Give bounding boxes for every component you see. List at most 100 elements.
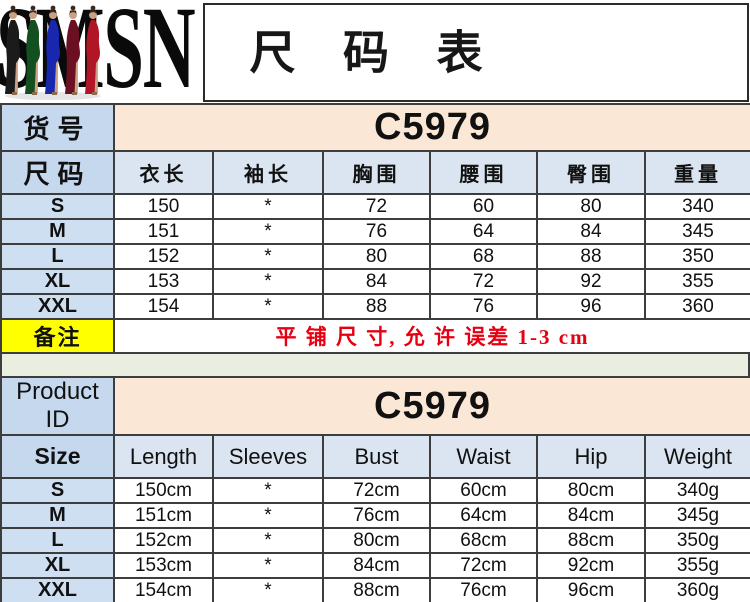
value-cell: 64 [429,218,538,245]
cn-col-header-sleeves: 袖长 [212,150,324,195]
value-cell: * [212,193,324,220]
value-cell: 340g [643,477,750,504]
en-col-header-hip: Hip [536,434,646,479]
size-label-cell: XXL [0,293,115,320]
size-label-cell: XXL [0,577,115,602]
value-cell: 355 [643,268,750,295]
page-header: SMSN [0,0,750,113]
value-cell: 150 [113,193,214,220]
size-label-cell: XL [0,268,115,295]
value-cell: * [212,502,324,529]
cn-col-header-bust: 胸围 [322,150,431,195]
dress-figure-maroon [65,5,80,95]
dress-figure-green [25,5,40,95]
en-col-header-size: Size [0,434,115,479]
value-cell: 84 [536,218,646,245]
value-cell: 153cm [113,552,214,579]
cn-remark-row: 备注 平 铺 尺 寸, 允 许 误差 1-3 cm [0,318,750,354]
value-cell: 80cm [322,527,431,554]
size-label-cell: M [0,218,115,245]
value-cell: 88cm [322,577,431,602]
value-cell: 360g [643,577,750,602]
value-cell: 92cm [536,552,646,579]
title-frame [203,3,749,102]
size-label-cell: XL [0,552,115,579]
size-label-cell: L [0,243,115,270]
value-cell: 151 [113,218,214,245]
value-cell: * [212,268,324,295]
dress-figure-black [5,5,20,95]
cn-remark-label: 备注 [0,318,115,354]
cn-col-header-hip: 臀围 [536,150,646,195]
value-cell: 72cm [322,477,431,504]
value-cell: 153 [113,268,214,295]
value-cell: * [212,218,324,245]
en-col-header-sleeves: Sleeves [212,434,324,479]
en-table-row-s: S 150cm * 72cm 60cm 80cm 340g [0,477,750,504]
cn-col-header-weight: 重量 [643,150,750,195]
value-cell: 96 [536,293,646,320]
value-cell: 92 [536,268,646,295]
en-table-row-xl: XL 153cm * 84cm 72cm 92cm 355g [0,552,750,579]
cn-col-header-length: 衣长 [113,150,214,195]
value-cell: 64cm [429,502,538,529]
value-cell: 150cm [113,477,214,504]
value-cell: 96cm [536,577,646,602]
value-cell: 152cm [113,527,214,554]
value-cell: * [212,527,324,554]
cn-table-row-xl: XL 153 * 84 72 92 355 [0,268,750,295]
value-cell: 84cm [322,552,431,579]
value-cell: 345 [643,218,750,245]
en-product-id-value: C5979 [112,376,750,436]
value-cell: 152 [113,243,214,270]
cn-table-row-s: S 150 * 72 60 80 340 [0,193,750,220]
product-photo-dresses-icon [5,5,101,100]
en-size-table: Product ID C5979 Size Length Sleeves Bus… [0,376,750,602]
en-product-id-label: Product ID [0,376,115,436]
value-cell: * [212,552,324,579]
dress-figure-blue [45,5,60,95]
en-product-row: Product ID C5979 [0,376,750,436]
value-cell: 355g [643,552,750,579]
value-cell: 80cm [536,477,646,504]
value-cell: 88cm [536,527,646,554]
value-cell: 76cm [322,502,431,529]
cn-product-row: 货号 C5979 [0,103,750,152]
value-cell: 88 [536,243,646,270]
size-label-cell: M [0,502,115,529]
value-cell: 360 [643,293,750,320]
value-cell: 76 [429,293,538,320]
cn-size-table: 货号 C5979 尺码 衣长 袖长 胸围 腰围 臀围 重量 S 150 * 72… [0,103,750,354]
value-cell: * [212,577,324,602]
value-cell: 60cm [429,477,538,504]
value-cell: * [212,477,324,504]
value-cell: 68cm [429,527,538,554]
cn-product-id-label: 货号 [0,103,115,152]
cn-col-header-waist: 腰围 [429,150,538,195]
value-cell: 154cm [113,577,214,602]
cn-table-row-xxl: XXL 154 * 88 76 96 360 [0,293,750,320]
dress-figure-red [85,5,100,95]
size-label-cell: S [0,193,115,220]
cn-col-header-size: 尺码 [0,150,115,195]
value-cell: 72 [322,193,431,220]
value-cell: 80 [322,243,431,270]
value-cell: 84cm [536,502,646,529]
value-cell: 340 [643,193,750,220]
value-cell: 72 [429,268,538,295]
en-table-row-l: L 152cm * 80cm 68cm 88cm 350g [0,527,750,554]
en-table-row-xxl: XXL 154cm * 88cm 76cm 96cm 360g [0,577,750,602]
table-divider-band [0,354,750,376]
value-cell: 80 [536,193,646,220]
value-cell: 154 [113,293,214,320]
value-cell: * [212,293,324,320]
value-cell: 345g [643,502,750,529]
en-col-header-waist: Waist [429,434,538,479]
value-cell: 350 [643,243,750,270]
value-cell: 84 [322,268,431,295]
value-cell: 350g [643,527,750,554]
value-cell: 88 [322,293,431,320]
size-label-cell: L [0,527,115,554]
en-table-row-m: M 151cm * 76cm 64cm 84cm 345g [0,502,750,529]
